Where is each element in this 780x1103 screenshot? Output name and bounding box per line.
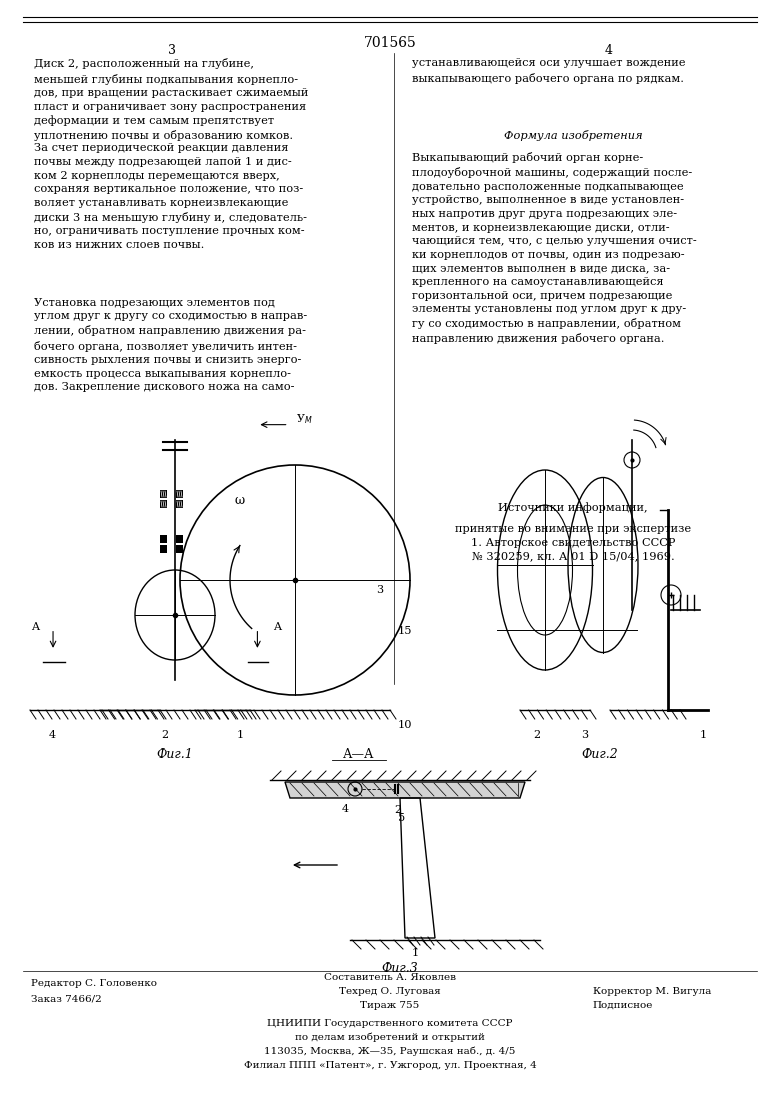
Text: Подписное: Подписное <box>593 1000 653 1009</box>
Text: принятые во внимание при экспертизе
1. Авторское свидетельство СССР
№ 320259, кл: принятые во внимание при экспертизе 1. А… <box>456 524 691 561</box>
Text: 4: 4 <box>48 730 55 740</box>
Bar <box>160 490 167 497</box>
Text: Тираж 755: Тираж 755 <box>360 1000 420 1009</box>
Text: Диск 2, расположенный на глубине,
меньшей глубины подкапывания корнепло-
дов, пр: Диск 2, расположенный на глубине, меньше… <box>34 58 308 141</box>
Text: Корректор М. Вигула: Корректор М. Вигула <box>593 987 711 996</box>
Text: Фиг.3: Фиг.3 <box>381 962 418 975</box>
Text: по делам изобретений и открытий: по делам изобретений и открытий <box>295 1032 485 1042</box>
Text: Установка подрезающих элементов под
углом друг к другу со сходимостью в направ-
: Установка подрезающих элементов под угло… <box>34 298 307 393</box>
Bar <box>160 545 167 553</box>
Text: 113035, Москва, Ж—35, Раушская наб., д. 4/5: 113035, Москва, Ж—35, Раушская наб., д. … <box>264 1047 516 1057</box>
Bar <box>176 490 183 497</box>
Text: Формула изобретения: Формула изобретения <box>504 130 643 141</box>
Text: ЦНИИПИ Государственного комитета СССР: ЦНИИПИ Государственного комитета СССР <box>268 1019 512 1028</box>
Text: У$_М$: У$_М$ <box>296 413 313 426</box>
Bar <box>160 500 167 508</box>
Text: Филиал ППП «Патент», г. Ужгород, ул. Проектная, 4: Филиал ППП «Патент», г. Ужгород, ул. Про… <box>243 1061 537 1070</box>
Text: 1: 1 <box>700 730 707 740</box>
Text: А—А: А—А <box>343 748 374 761</box>
Text: 5: 5 <box>398 813 405 824</box>
Polygon shape <box>285 782 525 797</box>
Text: 15: 15 <box>398 625 413 636</box>
Text: 3: 3 <box>168 44 176 57</box>
Text: 4: 4 <box>604 44 612 57</box>
Text: ω: ω <box>235 493 245 506</box>
Text: Техред О. Луговая: Техред О. Луговая <box>339 987 441 996</box>
Text: 4: 4 <box>342 804 349 814</box>
Bar <box>176 500 183 508</box>
Bar <box>176 545 183 553</box>
Text: 1: 1 <box>236 730 243 740</box>
Text: 1: 1 <box>411 947 419 959</box>
Text: Редактор С. Головенко: Редактор С. Головенко <box>31 978 158 987</box>
Text: За счет периодической реакции давления
почвы между подрезающей лапой 1 и дис-
ко: За счет периодической реакции давления п… <box>34 143 307 250</box>
Text: 3: 3 <box>581 730 589 740</box>
Text: Заказ 7466/2: Заказ 7466/2 <box>31 995 102 1004</box>
Bar <box>176 535 183 543</box>
Text: A: A <box>31 621 39 632</box>
Text: Выкапывающий рабочий орган корне-
плодоуборочной машины, содержащий после-
доват: Выкапывающий рабочий орган корне- плодоу… <box>412 152 697 344</box>
Text: 3: 3 <box>377 585 384 595</box>
Text: 10: 10 <box>398 719 413 730</box>
Text: Фиг.1: Фиг.1 <box>157 748 193 761</box>
Text: устанавливающейся оси улучшает вождение
выкапывающего рабочего органа по рядкам.: устанавливающейся оси улучшает вождение … <box>412 58 686 84</box>
Text: A: A <box>273 621 281 632</box>
Text: 2: 2 <box>395 805 402 815</box>
Text: Составитель А. Яковлев: Составитель А. Яковлев <box>324 973 456 982</box>
Text: 701565: 701565 <box>363 36 417 51</box>
Bar <box>160 535 167 543</box>
Text: 2: 2 <box>534 730 541 740</box>
Text: Фиг.2: Фиг.2 <box>582 748 619 761</box>
Text: Источники информации,: Источники информации, <box>498 502 648 513</box>
Text: 2: 2 <box>161 730 168 740</box>
